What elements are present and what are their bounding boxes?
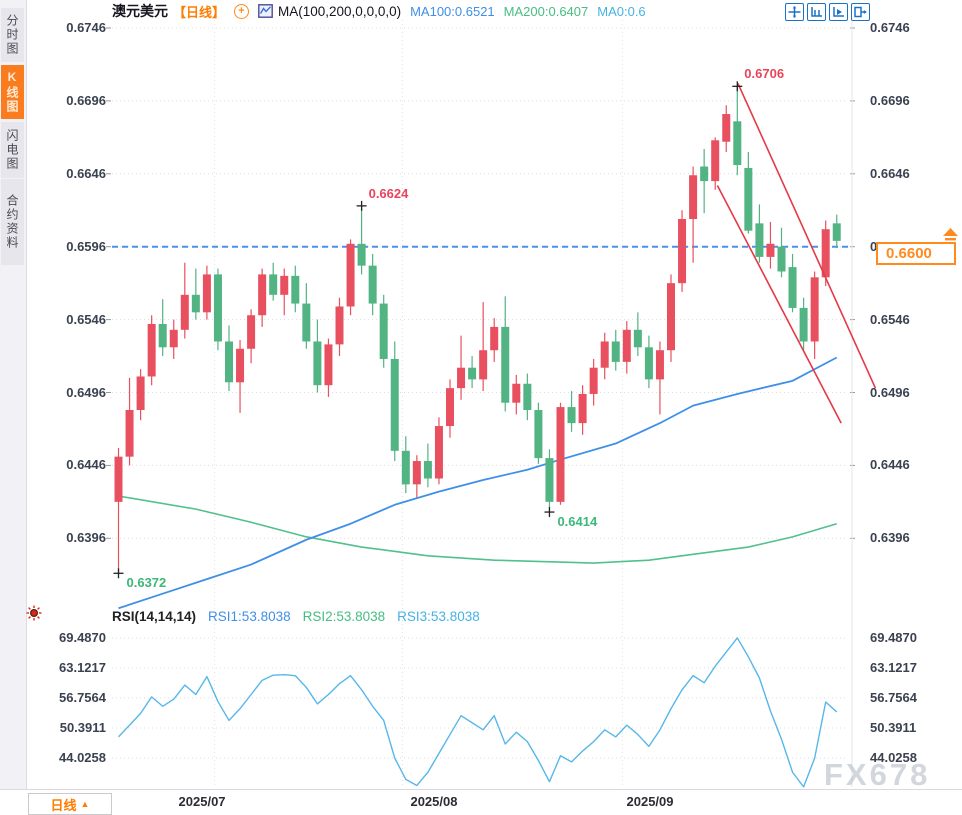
rsi-axis-label-left: 50.3911 (59, 720, 106, 735)
price-axis-label-left: 0.6596 (66, 238, 106, 254)
sidebar-tab-1[interactable]: 分时图 (1, 8, 24, 62)
price-annotation-06624: 0.6624 (368, 185, 409, 201)
rsi1-value-label: RSI1:53.8038 (208, 608, 291, 624)
bottom-time-axis-bar: 日线 ▲ 2025/07 2025/08 2025/09 (0, 789, 962, 815)
price-annotation-06414: 0.6414 (557, 514, 598, 530)
price-annotation-06372: 0.6372 (126, 575, 167, 591)
current-price-tag: 0.6600 (876, 242, 956, 265)
period-selector-label: 日线 (50, 797, 77, 813)
rsi-axis-label-right: 44.0258 (870, 750, 917, 765)
rsi-panel-header: RSI(14,14,14) RSI1:53.8038 RSI2:53.8038 … (112, 607, 480, 625)
rsi-axis-label-left: 69.4870 (59, 630, 106, 645)
x-axis-month-label-1: 2025/07 (178, 794, 226, 809)
price-annotation-06706: 0.6706 (744, 66, 785, 82)
ma0-value-label: MA0:0.6 (597, 3, 646, 19)
price-axis-label-left: 0.6646 (66, 165, 106, 181)
price-axis-label-right: 0.6396 (870, 530, 910, 546)
rsi-axis-label-left: 63.1217 (59, 660, 106, 675)
price-axis-label-right: 0.6746 (870, 20, 910, 35)
rsi-axis-label-left: 56.7564 (59, 690, 106, 705)
price-axis-label-left: 0.6396 (66, 530, 106, 546)
indicator-settings-sun-icon[interactable] (26, 605, 42, 626)
sidebar-tab-2[interactable]: K线图 (1, 65, 24, 119)
price-axis-label-left: 0.6496 (66, 384, 106, 400)
x-axis-month-label-3: 2025/09 (626, 794, 674, 809)
sidebar-tab-3[interactable]: 闪电图 (1, 122, 24, 178)
period-selector-button[interactable]: 日线 ▲ (28, 793, 112, 815)
chart-toolbar (785, 3, 870, 21)
rsi-axis-label-right: 63.1217 (870, 660, 917, 675)
price-axis-label-right: 0.6696 (870, 92, 910, 108)
fx678-watermark: FX678 (824, 757, 931, 792)
price-up-arrow-icon (943, 228, 958, 246)
symbol-title: 澳元美元 (112, 3, 168, 19)
detach-chart-icon[interactable] (851, 3, 870, 21)
rsi-axis-label-right: 69.4870 (870, 630, 917, 645)
rsi2-value-label: RSI2:53.8038 (302, 608, 386, 624)
price-axis-label-left: 0.6746 (66, 20, 106, 35)
rsi-axis-label-right: 56.7564 (870, 690, 917, 705)
rsi-axis-label-left: 44.0258 (59, 750, 106, 765)
ma-settings-label: MA(100,200,0,0,0,0) (278, 3, 402, 19)
price-axis-label-left: 0.6546 (66, 311, 106, 327)
price-axis-label-right: 0.6496 (870, 384, 910, 400)
period-tag: 【日线】 (173, 4, 226, 20)
add-indicator-icon[interactable]: + (234, 3, 250, 19)
price-axis-label-right: 0.6646 (870, 165, 910, 181)
price-axis-label-right: 0.6446 (870, 457, 910, 473)
sidebar-tab-4[interactable]: 合约资料 (1, 179, 24, 265)
price-axis-label-left: 0.6446 (66, 457, 106, 473)
period-selector-arrow-icon: ▲ (80, 799, 90, 809)
rsi3-value-label: RSI3:53.8038 (397, 608, 480, 624)
axis-scale-icon[interactable] (807, 3, 826, 21)
ma100-value-label: MA100:0.6521 (410, 3, 495, 19)
price-axis-label-right: 0.6546 (870, 311, 910, 327)
pan-crosshair-icon[interactable] (785, 3, 804, 21)
ma200-value-label: MA200:0.6407 (503, 3, 589, 19)
price-axis-label-left: 0.6696 (66, 92, 106, 108)
rsi-axis-label-right: 50.3911 (870, 720, 917, 735)
rsi-title: RSI(14,14,14) (112, 608, 197, 624)
chart-type-icon[interactable] (258, 4, 273, 18)
sidebar: 分时图 K线图闪电图 合约资料 (0, 0, 27, 789)
x-axis-month-label-2: 2025/08 (410, 794, 458, 809)
axis-play-icon[interactable] (829, 3, 848, 21)
chart-header: 澳元美元 【日线】 + MA(100,200,0,0,0,0) MA100:0.… (112, 2, 646, 20)
